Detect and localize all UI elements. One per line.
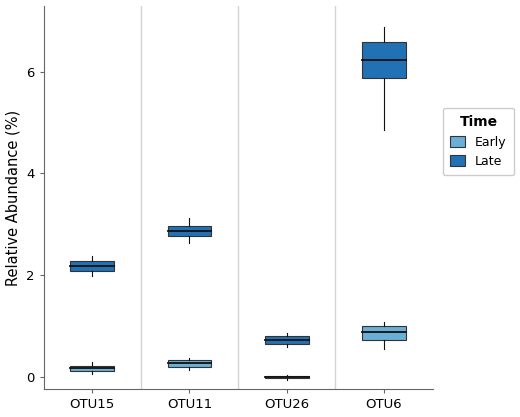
- Bar: [70, 366, 114, 371]
- Bar: [167, 360, 211, 367]
- Bar: [265, 376, 308, 378]
- Bar: [362, 42, 406, 78]
- Bar: [265, 336, 308, 344]
- Bar: [70, 261, 114, 271]
- Bar: [167, 226, 211, 236]
- Bar: [362, 326, 406, 340]
- Y-axis label: Relative Abundance (%): Relative Abundance (%): [6, 109, 21, 286]
- Legend: Early, Late: Early, Late: [443, 108, 514, 175]
